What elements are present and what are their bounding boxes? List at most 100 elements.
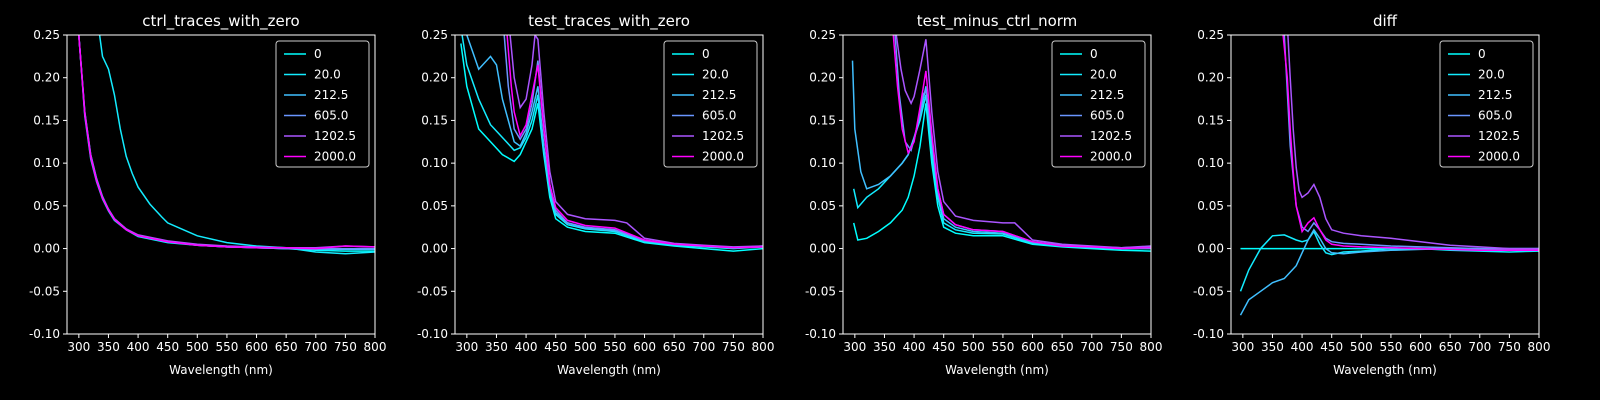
y-tick-label: -0.05 xyxy=(805,284,836,298)
y-tick-label: 0.25 xyxy=(809,28,836,42)
y-tick-label: 0.15 xyxy=(809,113,836,127)
series-line-5 xyxy=(895,35,1151,249)
y-tick-label: 0.05 xyxy=(1197,199,1224,213)
y-tick-label: 0.20 xyxy=(421,71,448,85)
y-tick-label: -0.10 xyxy=(29,327,60,341)
x-tick-label: 550 xyxy=(1379,340,1402,354)
x-tick-label: 600 xyxy=(245,340,268,354)
legend-box xyxy=(275,40,370,168)
legend-box xyxy=(1051,40,1146,168)
x-tick-label: 650 xyxy=(663,340,686,354)
x-tick-label: 300 xyxy=(67,340,90,354)
y-tick-label: 0.05 xyxy=(33,199,60,213)
x-axis-label: Wavelength (nm) xyxy=(557,363,661,377)
chart-title: test_traces_with_zero xyxy=(528,12,690,31)
legend-label: 2000.0 xyxy=(314,150,356,164)
x-tick-label: 750 xyxy=(722,340,745,354)
chart-title: ctrl_traces_with_zero xyxy=(142,12,299,31)
legend-label: 20.0 xyxy=(1090,68,1117,82)
x-tick-label: 550 xyxy=(991,340,1014,354)
chart-title: test_minus_ctrl_norm xyxy=(917,12,1078,31)
x-tick-label: 350 xyxy=(873,340,896,354)
x-tick-label: 500 xyxy=(574,340,597,354)
subplot-4: diff Wavelength (nm) 300 350 400 450 500 550 600… xyxy=(1193,12,1551,377)
axes-frame xyxy=(454,34,764,335)
axes-frame xyxy=(1230,34,1540,335)
y-tick-label: 0.05 xyxy=(421,199,448,213)
y-tick-label: 0.10 xyxy=(1197,156,1224,170)
x-axis-label: Wavelength (nm) xyxy=(1333,363,1437,377)
legend-label: 1202.5 xyxy=(1090,129,1132,143)
legend-label: 1202.5 xyxy=(314,129,356,143)
x-tick-label: 750 xyxy=(334,340,357,354)
y-tick-label: 0.10 xyxy=(421,156,448,170)
series-line-1 xyxy=(852,103,1151,252)
legend-label: 0 xyxy=(1090,47,1098,61)
legend-label: 20.0 xyxy=(1478,68,1505,82)
y-tick-label: 0.10 xyxy=(809,156,836,170)
axes-frame xyxy=(66,34,376,335)
legend-label: 0 xyxy=(702,47,710,61)
legend-label: 1202.5 xyxy=(1478,129,1520,143)
y-tick-label: 0.00 xyxy=(33,242,60,256)
legend-label: 0 xyxy=(314,47,322,61)
legend-label: 1202.5 xyxy=(702,129,744,143)
x-tick-label: 550 xyxy=(215,340,238,354)
legend-label: 2000.0 xyxy=(702,150,744,164)
x-axis-label: Wavelength (nm) xyxy=(945,363,1049,377)
chart-title: diff xyxy=(1373,12,1398,30)
y-tick-label: 0.10 xyxy=(33,156,60,170)
y-tick-label: 0.20 xyxy=(1197,71,1224,85)
x-tick-label: 450 xyxy=(156,340,179,354)
x-tick-label: 400 xyxy=(903,340,926,354)
x-tick-label: 400 xyxy=(515,340,538,354)
x-axis-label: Wavelength (nm) xyxy=(169,363,273,377)
legend-label: 2000.0 xyxy=(1090,150,1132,164)
axes-frame xyxy=(842,34,1152,335)
x-tick-label: 400 xyxy=(127,340,150,354)
y-tick-label: -0.05 xyxy=(1193,284,1224,298)
x-tick-label: 350 xyxy=(1261,340,1284,354)
y-tick-label: -0.10 xyxy=(1193,327,1224,341)
y-tick-label: -0.10 xyxy=(805,327,836,341)
y-tick-label: 0.15 xyxy=(33,113,60,127)
legend-label: 212.5 xyxy=(1478,88,1512,102)
x-tick-label: 750 xyxy=(1110,340,1133,354)
legend-label: 20.0 xyxy=(702,68,729,82)
y-tick-label: 0.00 xyxy=(809,242,836,256)
legend-label: 605.0 xyxy=(314,109,348,123)
x-tick-label: 700 xyxy=(1468,340,1491,354)
x-tick-label: 450 xyxy=(544,340,567,354)
x-tick-label: 300 xyxy=(455,340,478,354)
x-tick-label: 500 xyxy=(186,340,209,354)
x-tick-label: 800 xyxy=(1140,340,1163,354)
x-tick-label: 300 xyxy=(1231,340,1254,354)
legend-label: 605.0 xyxy=(1478,109,1512,123)
y-tick-label: 0.00 xyxy=(421,242,448,256)
x-tick-label: 650 xyxy=(275,340,298,354)
legend-box xyxy=(663,40,758,168)
y-tick-label: -0.05 xyxy=(417,284,448,298)
y-tick-label: 0.25 xyxy=(421,28,448,42)
x-tick-label: 350 xyxy=(97,340,120,354)
y-tick-label: 0.25 xyxy=(1197,28,1224,42)
x-tick-label: 550 xyxy=(603,340,626,354)
y-tick-label: 0.15 xyxy=(1197,113,1224,127)
x-tick-label: 300 xyxy=(843,340,866,354)
y-tick-label: 0.05 xyxy=(809,199,836,213)
x-tick-label: 500 xyxy=(962,340,985,354)
x-tick-label: 700 xyxy=(1080,340,1103,354)
legend-label: 2000.0 xyxy=(1478,150,1520,164)
legend-label: 20.0 xyxy=(314,68,341,82)
x-tick-label: 800 xyxy=(1528,340,1551,354)
series-line-5 xyxy=(1287,35,1539,250)
y-tick-label: 0.20 xyxy=(809,71,836,85)
subplot-2: test_traces_with_zero Wavelength (nm) 300 3… xyxy=(417,12,775,377)
legend-box xyxy=(1439,40,1534,168)
legend-label: 605.0 xyxy=(702,109,736,123)
x-tick-label: 600 xyxy=(633,340,656,354)
x-tick-label: 450 xyxy=(1320,340,1343,354)
y-tick-label: 0.15 xyxy=(421,113,448,127)
series-line-5 xyxy=(509,35,763,248)
